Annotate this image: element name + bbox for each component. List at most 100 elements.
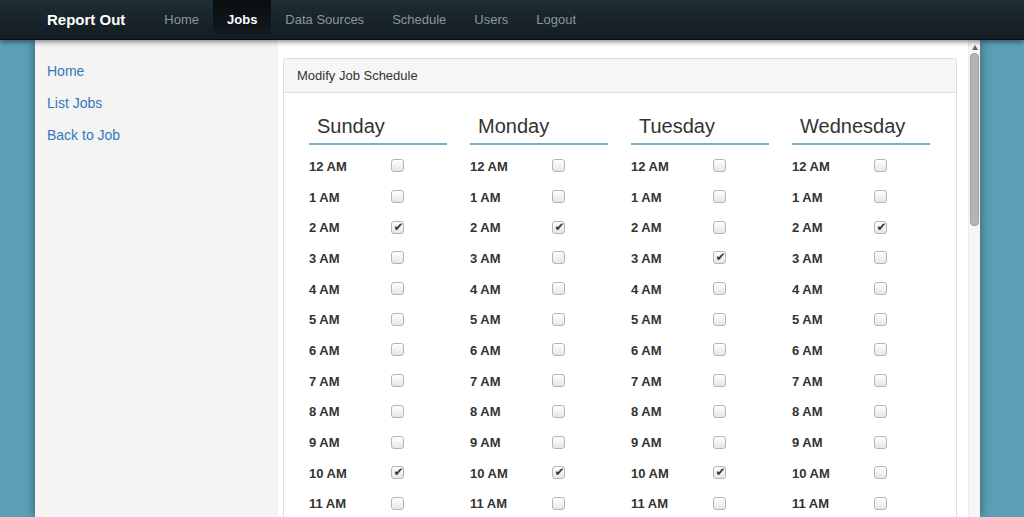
checkbox-sunday-3am[interactable] (391, 251, 404, 264)
checkbox-monday-5am[interactable] (552, 313, 565, 326)
checkbox-wednesday-3am[interactable] (874, 251, 887, 264)
time-label: 8 AM (631, 404, 662, 419)
sidebar-menu: Home List Jobs Back to Job (47, 62, 278, 144)
schedule-row: 5 AM (309, 304, 447, 335)
brand-title[interactable]: Report Out (0, 0, 125, 39)
schedule-row: 8 AM (309, 397, 447, 428)
time-label: 5 AM (470, 312, 501, 327)
checkbox-monday-10am[interactable] (552, 466, 565, 479)
schedule-row: 11 AM (309, 489, 447, 517)
checkbox-sunday-6am[interactable] (391, 343, 404, 356)
checkbox-tuesday-12am[interactable] (713, 159, 726, 172)
time-label: 6 AM (792, 343, 823, 358)
vertical-scrollbar[interactable] (968, 40, 980, 517)
schedule-row: 2 AM (792, 212, 930, 243)
time-label: 4 AM (631, 282, 662, 297)
checkbox-tuesday-2am[interactable] (713, 221, 726, 234)
schedule-row: 5 AM (470, 304, 608, 335)
checkbox-sunday-8am[interactable] (391, 405, 404, 418)
schedule-row: 5 AM (792, 304, 930, 335)
schedule-row: 1 AM (309, 182, 447, 213)
time-label: 5 AM (792, 312, 823, 327)
checkbox-tuesday-3am[interactable] (713, 251, 726, 264)
schedule-row: 6 AM (792, 335, 930, 366)
checkbox-sunday-10am[interactable] (391, 466, 404, 479)
nav-item-jobs[interactable]: Jobs (213, 0, 271, 39)
time-label: 2 AM (470, 220, 501, 235)
sidebar-item: Home (47, 62, 278, 80)
sidebar-link-home[interactable]: Home (47, 63, 84, 79)
scrollbar-up-arrow-icon[interactable] (969, 40, 981, 54)
scrollbar-thumb[interactable] (970, 53, 979, 226)
time-label: 12 AM (309, 159, 347, 174)
checkbox-sunday-7am[interactable] (391, 374, 404, 387)
checkbox-monday-8am[interactable] (552, 405, 565, 418)
time-label: 3 AM (631, 251, 662, 266)
checkbox-tuesday-11am[interactable] (713, 497, 726, 510)
checkbox-monday-7am[interactable] (552, 374, 565, 387)
checkbox-wednesday-12am[interactable] (874, 159, 887, 172)
time-label: 7 AM (309, 374, 340, 389)
panel-title: Modify Job Schedule (284, 59, 956, 93)
checkbox-sunday-11am[interactable] (391, 497, 404, 510)
checkbox-tuesday-1am[interactable] (713, 190, 726, 203)
nav-item-home[interactable]: Home (150, 0, 213, 39)
checkbox-monday-6am[interactable] (552, 343, 565, 356)
checkbox-monday-2am[interactable] (552, 221, 565, 234)
nav-item-users[interactable]: Users (460, 0, 522, 39)
checkbox-sunday-12am[interactable] (391, 159, 404, 172)
checkbox-monday-12am[interactable] (552, 159, 565, 172)
checkbox-wednesday-10am[interactable] (874, 466, 887, 479)
checkbox-monday-3am[interactable] (552, 251, 565, 264)
checkbox-wednesday-4am[interactable] (874, 282, 887, 295)
checkbox-monday-1am[interactable] (552, 190, 565, 203)
schedule-row: 4 AM (631, 274, 769, 305)
time-label: 4 AM (792, 282, 823, 297)
sidebar-link-list-jobs[interactable]: List Jobs (47, 95, 102, 111)
checkbox-wednesday-11am[interactable] (874, 497, 887, 510)
checkbox-tuesday-6am[interactable] (713, 343, 726, 356)
checkbox-tuesday-7am[interactable] (713, 374, 726, 387)
checkbox-wednesday-7am[interactable] (874, 374, 887, 387)
checkbox-tuesday-5am[interactable] (713, 313, 726, 326)
time-label: 3 AM (470, 251, 501, 266)
checkbox-sunday-1am[interactable] (391, 190, 404, 203)
checkbox-monday-9am[interactable] (552, 436, 565, 449)
time-label: 7 AM (792, 374, 823, 389)
page-background-right (980, 40, 1024, 517)
checkbox-monday-4am[interactable] (552, 282, 565, 295)
time-label: 2 AM (309, 220, 340, 235)
checkbox-monday-11am[interactable] (552, 497, 565, 510)
time-label: 12 AM (631, 159, 669, 174)
schedule-row: 9 AM (470, 427, 608, 458)
schedule-grid: Sunday12 AM1 AM2 AM3 AM4 AM5 AM6 AM7 AM8… (284, 93, 956, 517)
checkbox-wednesday-6am[interactable] (874, 343, 887, 356)
checkbox-tuesday-9am[interactable] (713, 436, 726, 449)
nav-item-data-sources[interactable]: Data Sources (271, 0, 378, 39)
checkbox-sunday-9am[interactable] (391, 436, 404, 449)
checkbox-wednesday-5am[interactable] (874, 313, 887, 326)
checkbox-tuesday-8am[interactable] (713, 405, 726, 418)
sidebar-item: List Jobs (47, 94, 278, 112)
nav-item-schedule[interactable]: Schedule (378, 0, 460, 39)
checkbox-tuesday-10am[interactable] (713, 466, 726, 479)
schedule-row: 10 AM (470, 458, 608, 489)
checkbox-wednesday-2am[interactable] (874, 221, 887, 234)
time-label: 10 AM (631, 466, 669, 481)
checkbox-sunday-4am[interactable] (391, 282, 404, 295)
checkbox-sunday-5am[interactable] (391, 313, 404, 326)
time-label: 1 AM (792, 190, 823, 205)
schedule-row: 10 AM (631, 458, 769, 489)
checkbox-sunday-2am[interactable] (391, 221, 404, 234)
time-label: 3 AM (792, 251, 823, 266)
schedule-row: 7 AM (309, 366, 447, 397)
sidebar-link-back-to-job[interactable]: Back to Job (47, 127, 120, 143)
schedule-row: 2 AM (470, 212, 608, 243)
nav-item-logout[interactable]: Logout (522, 0, 590, 39)
checkbox-tuesday-4am[interactable] (713, 282, 726, 295)
checkbox-wednesday-9am[interactable] (874, 436, 887, 449)
checkbox-wednesday-8am[interactable] (874, 405, 887, 418)
time-label: 8 AM (792, 404, 823, 419)
checkbox-wednesday-1am[interactable] (874, 190, 887, 203)
time-label: 10 AM (470, 466, 508, 481)
